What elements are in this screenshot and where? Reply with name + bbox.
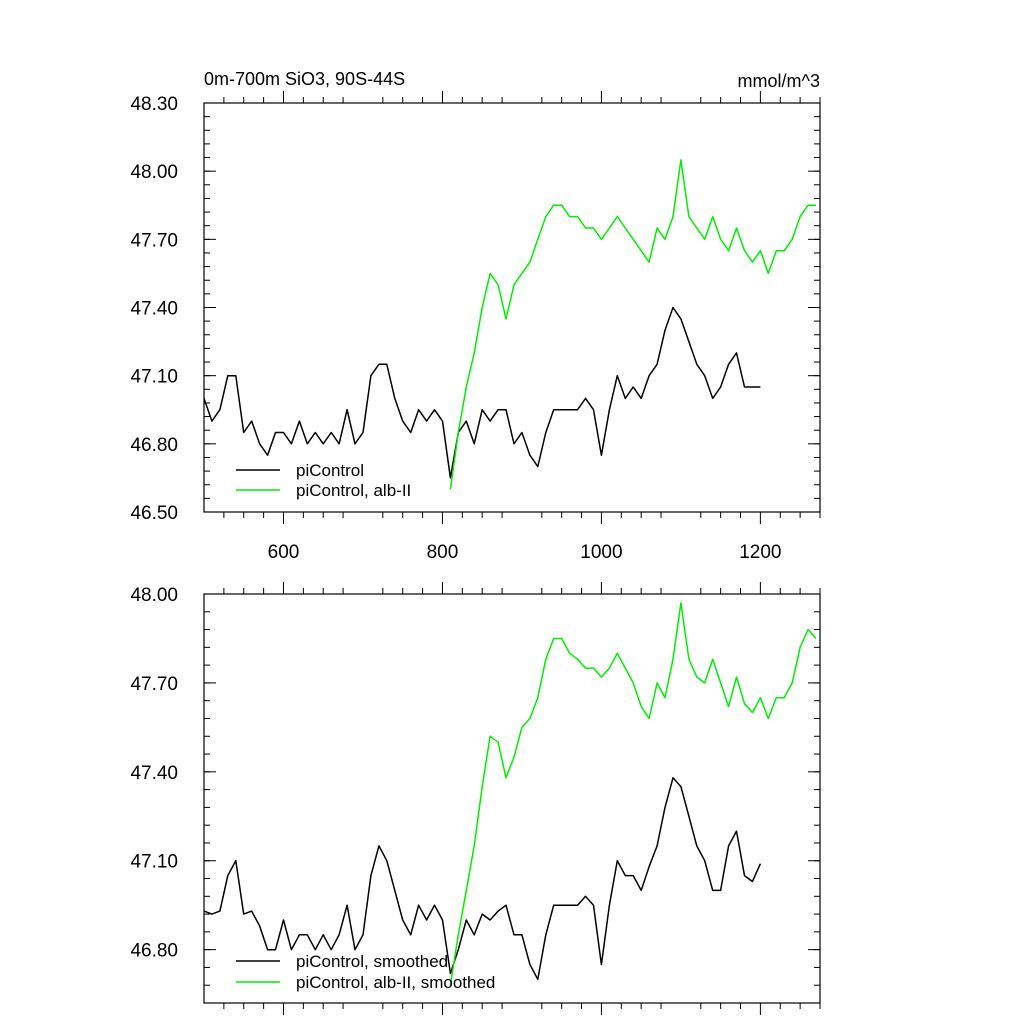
top-xtick-label: 1200 [739,542,781,563]
legend-label-alb-ii: piControl, alb-II [296,481,411,500]
top-ytick-label: 46.50 [130,503,178,524]
bottom-series-line-1 [449,602,817,986]
top-plot-frame [203,102,821,513]
bottom-legend: piControl, smoothed piControl, alb-II, s… [236,952,495,992]
bottom-ytick-label: 48.00 [130,585,178,606]
top-series-line-0 [203,306,761,479]
top-ytick-label: 47.40 [130,299,178,320]
unit-label: mmol/m^3 [738,71,820,91]
bottom-plot-frame [203,593,821,1004]
top-panel: 0m-700m SiO3, 90S-44S mmol/m^3 46.50 46.8… [130,69,821,563]
top-series-group [203,159,816,490]
bottom-series-line-0 [203,777,762,981]
bottom-ytick-label: 46.80 [130,941,178,962]
legend-label-picontrol: piControl [296,461,364,480]
top-ytick-label: 47.10 [130,367,178,388]
top-ytick-label: 48.30 [130,94,178,115]
top-ytick-label: 48.00 [130,162,178,183]
bottom-ytick-label: 47.70 [130,674,178,695]
top-legend: piControl piControl, alb-II [236,461,411,500]
top-xtick-label: 1000 [580,542,622,563]
bottom-ticks: 46.80 47.10 47.40 47.70 48.00 [130,582,821,1015]
bottom-series-group [203,602,817,986]
bottom-ytick-label: 47.10 [130,852,178,873]
bottom-panel: 46.80 47.10 47.40 47.70 48.00 piControl, smo… [130,582,821,1015]
top-xtick-label: 800 [427,542,459,563]
top-ytick-label: 47.70 [130,230,178,251]
top-ticks: 46.50 46.80 47.10 47.40 47.70 48.00 48.30 600 80… [130,91,821,563]
top-xtick-label: 600 [268,542,300,563]
top-ytick-label: 46.80 [130,435,178,456]
legend-label-picontrol-smoothed: piControl, smoothed [296,952,448,971]
chart-title: 0m-700m SiO3, 90S-44S [204,69,405,89]
bottom-ytick-label: 47.40 [130,763,178,784]
top-series-line-1 [449,159,816,490]
legend-label-alb-ii-smoothed: piControl, alb-II, smoothed [296,973,495,992]
